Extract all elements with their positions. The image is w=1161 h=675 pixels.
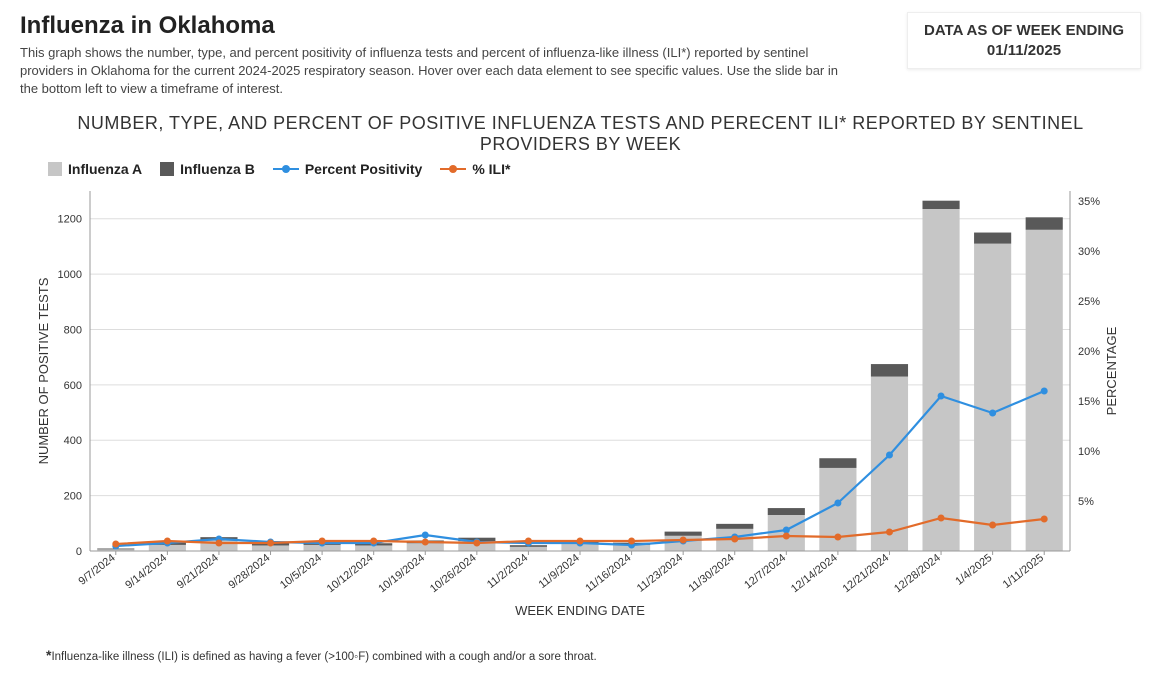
svg-text:10/19/2024: 10/19/2024 — [376, 551, 427, 594]
svg-text:1/11/2025: 1/11/2025 — [1001, 551, 1046, 590]
svg-text:WEEK ENDING DATE: WEEK ENDING DATE — [515, 603, 645, 618]
svg-text:600: 600 — [64, 379, 82, 391]
legend-swatch-percent-positivity — [273, 168, 299, 170]
svg-text:15%: 15% — [1078, 396, 1100, 408]
svg-text:200: 200 — [64, 490, 82, 502]
page-title: Influenza in Oklahoma — [20, 12, 887, 40]
legend-label-influenza-b: Influenza B — [180, 161, 255, 177]
legend-item-percent-ili[interactable]: % ILI* — [440, 161, 510, 177]
legend-swatch-influenza-b — [160, 162, 174, 176]
chart-title: NUMBER, TYPE, AND PERCENT OF POSITIVE IN… — [20, 113, 1141, 155]
legend-swatch-influenza-a — [48, 162, 62, 176]
svg-text:400: 400 — [64, 435, 82, 447]
svg-text:12/28/2024: 12/28/2024 — [892, 551, 943, 594]
svg-text:1000: 1000 — [58, 269, 82, 281]
chart-svg: 0 200 400 600 800 1000 1200 5% 10% 15% 20% 25% 30% 35… — [30, 181, 1130, 621]
svg-text:10%: 10% — [1078, 446, 1100, 458]
footnote: *Influenza-like illness (ILI) is defined… — [46, 647, 1141, 663]
svg-text:NUMBER OF POSITIVE TESTS: NUMBER OF POSITIVE TESTS — [36, 277, 51, 464]
legend-swatch-percent-ili — [440, 168, 466, 170]
svg-text:11/30/2024: 11/30/2024 — [686, 551, 736, 594]
svg-text:10/26/2024: 10/26/2024 — [428, 551, 479, 594]
legend-label-percent-positivity: Percent Positivity — [305, 161, 423, 177]
data-as-of-label: DATA AS OF WEEK ENDING — [924, 21, 1124, 41]
svg-text:12/21/2024: 12/21/2024 — [841, 551, 892, 594]
svg-text:PERCENTAGE: PERCENTAGE — [1104, 326, 1119, 415]
legend-label-influenza-a: Influenza A — [68, 161, 142, 177]
svg-text:1200: 1200 — [58, 213, 82, 225]
svg-text:9/28/2024: 9/28/2024 — [226, 551, 272, 591]
svg-text:35%: 35% — [1078, 196, 1100, 208]
svg-text:800: 800 — [64, 324, 82, 336]
svg-text:0: 0 — [76, 546, 82, 558]
svg-text:9/14/2024: 9/14/2024 — [123, 551, 169, 591]
svg-text:11/23/2024: 11/23/2024 — [635, 551, 685, 594]
svg-text:10/12/2024: 10/12/2024 — [325, 551, 376, 594]
svg-text:12/7/2024: 12/7/2024 — [742, 551, 788, 591]
chart-area[interactable]: 0 200 400 600 800 1000 1200 5% 10% 15% 20% 25% 30% 35… — [30, 181, 1130, 621]
data-as-of-badge: DATA AS OF WEEK ENDING 01/11/2025 — [907, 12, 1141, 69]
page-subtitle: This graph shows the number, type, and p… — [20, 44, 840, 99]
svg-text:25%: 25% — [1078, 296, 1100, 308]
svg-text:5%: 5% — [1078, 496, 1094, 508]
legend-label-percent-ili: % ILI* — [472, 161, 510, 177]
chart-legend: Influenza A Influenza B Percent Positivi… — [48, 161, 1141, 177]
svg-text:11/16/2024: 11/16/2024 — [583, 551, 633, 594]
title-block: Influenza in Oklahoma This graph shows t… — [20, 12, 887, 99]
svg-text:9/7/2024: 9/7/2024 — [76, 551, 117, 587]
svg-text:30%: 30% — [1078, 246, 1100, 258]
data-as-of-date: 01/11/2025 — [924, 41, 1124, 61]
svg-text:12/14/2024: 12/14/2024 — [789, 551, 840, 594]
legend-item-percent-positivity[interactable]: Percent Positivity — [273, 161, 423, 177]
header: Influenza in Oklahoma This graph shows t… — [20, 12, 1141, 99]
svg-text:9/21/2024: 9/21/2024 — [175, 551, 221, 591]
footnote-text: Influenza-like illness (ILI) is defined … — [51, 651, 596, 663]
svg-text:11/2/2024: 11/2/2024 — [485, 551, 530, 590]
legend-item-influenza-b[interactable]: Influenza B — [160, 161, 255, 177]
svg-text:11/9/2024: 11/9/2024 — [537, 551, 582, 590]
svg-text:10/5/2024: 10/5/2024 — [278, 551, 324, 591]
svg-text:1/4/2025: 1/4/2025 — [953, 551, 994, 587]
legend-item-influenza-a[interactable]: Influenza A — [48, 161, 142, 177]
svg-text:20%: 20% — [1078, 346, 1100, 358]
